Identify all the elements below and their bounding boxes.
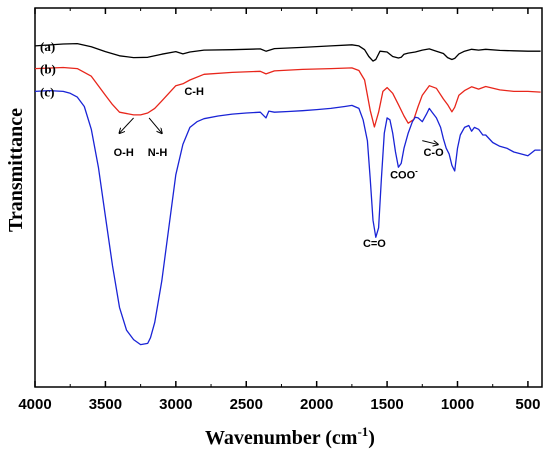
- annotation-arrow-1: [120, 117, 134, 133]
- annotation-5: COO-: [390, 167, 418, 182]
- series-line-3: [34, 89, 541, 346]
- series-line-2: [34, 66, 541, 128]
- plot-area: 4000 3500 3000 2500 2000 1500 1000 500 (a) (b) (c)…: [18, 7, 543, 413]
- x-tick-label-500: 500: [515, 396, 540, 413]
- x-tick-label-2500: 2500: [230, 396, 263, 413]
- series-label-1: (a): [40, 39, 55, 54]
- series-label-2: (b): [40, 62, 56, 77]
- x-axis-title-main: Wavenumber (cm: [205, 427, 358, 449]
- series-label-3: (c): [40, 84, 54, 99]
- annotation-6: C-O: [423, 147, 444, 159]
- annotation-arrow-2: [148, 117, 162, 133]
- x-tick-label-2000: 2000: [300, 396, 333, 413]
- annotation-2: O-H: [114, 147, 134, 159]
- y-axis-title: Transmittance: [5, 108, 27, 232]
- annotation-arrow-3: [422, 140, 437, 145]
- annotation-3: N-H: [148, 147, 168, 159]
- x-tick-label-1500: 1500: [370, 396, 403, 413]
- plot-frame: [34, 7, 543, 388]
- annotation-1: C-H: [184, 86, 204, 98]
- x-axis-title-end: ): [368, 427, 375, 449]
- x-tick-label-1000: 1000: [441, 396, 474, 413]
- x-tick-label-3000: 3000: [159, 396, 192, 413]
- annotation-4: C=O: [363, 238, 386, 250]
- x-axis-title: Wavenumber (cm-1): [205, 424, 375, 449]
- x-tick-label-3500: 3500: [89, 396, 122, 413]
- series-line-1: [34, 42, 541, 62]
- x-tick-label-4000: 4000: [18, 396, 51, 413]
- x-axis-title-sup: -1: [357, 424, 368, 439]
